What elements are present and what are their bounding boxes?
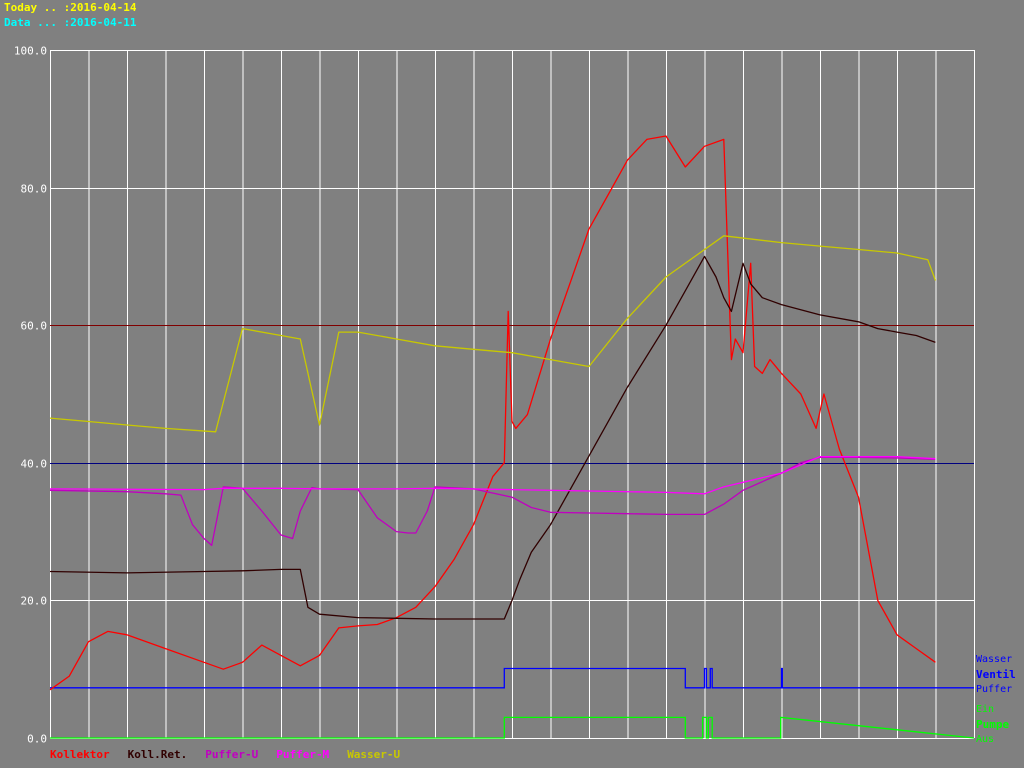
legend-item-puffer-m: Puffer-M <box>276 748 330 761</box>
series-line-kollektor <box>49 135 936 691</box>
y-tick-label: 0.0 <box>27 733 47 746</box>
series-line-wasser-u <box>49 235 937 433</box>
y-tick-label: 80.0 <box>21 183 48 196</box>
legend-item-wasser-u: Wasser-U <box>347 748 401 761</box>
legend: Kollektor Koll.Ret. Puffer-U Puffer-M Wasser… <box>50 748 418 761</box>
ventil-top-label: Wasser <box>976 654 1013 665</box>
ventil-state-line <box>50 667 974 689</box>
pumpe-bottom-label: Aus <box>976 734 995 745</box>
pumpe-state-line <box>50 716 975 739</box>
ventil-bottom-label: Puffer <box>976 684 1013 695</box>
pumpe-top-label: Ein <box>976 704 995 715</box>
y-tick-label: 100.0 <box>14 45 47 58</box>
y-tick-label: 60.0 <box>21 320 48 333</box>
series-line-puffer-u <box>49 456 936 547</box>
legend-item-puffer-u: Puffer-U <box>205 748 259 761</box>
series-line-puffer-m <box>49 455 936 495</box>
pumpe-label: Pumpe <box>976 718 1010 731</box>
data-date-label: Data ... :2016-04-11 <box>4 16 137 29</box>
today-label: Today .. :2016-04-14 <box>4 1 137 14</box>
legend-item-kollektor: Kollektor <box>50 748 110 761</box>
series-line-koll-ret- <box>49 255 936 620</box>
legend-item-koll-ret-: Koll.Ret. <box>127 748 188 761</box>
ventil-label: Ventil <box>976 668 1016 681</box>
y-tick-label: 40.0 <box>21 458 48 471</box>
y-tick-label: 20.0 <box>21 595 48 608</box>
